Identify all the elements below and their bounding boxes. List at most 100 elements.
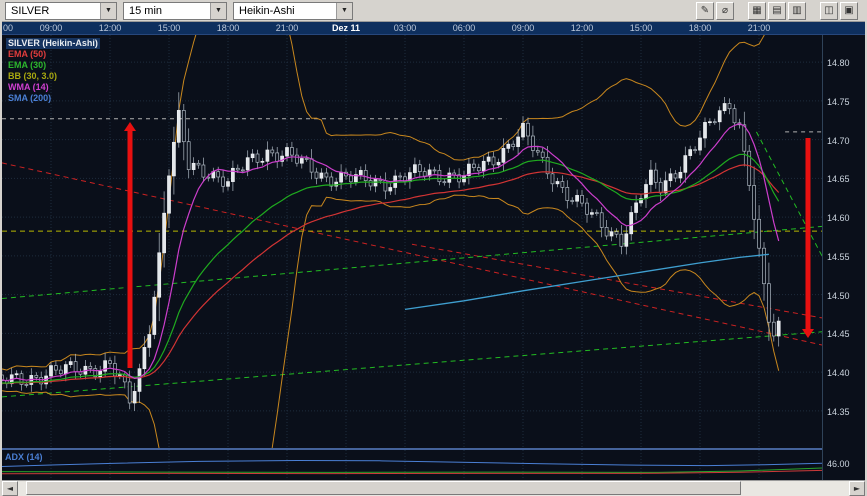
legend-symbol[interactable]: SILVER (Heikin-Ashi): [6, 38, 100, 49]
candle: [590, 212, 594, 215]
chevron-down-icon[interactable]: ▼: [210, 2, 226, 19]
legend-ema30[interactable]: EMA (30): [8, 60, 47, 70]
price-label: 14.50: [827, 290, 850, 301]
trend-line[interactable]: [2, 162, 822, 346]
price-label: 14.75: [827, 96, 850, 107]
scroll-left-icon[interactable]: ◄: [2, 481, 18, 496]
chart-area[interactable]: SILVER (Heikin-Ashi) EMA (50) EMA (30) B…: [2, 35, 865, 480]
candle: [703, 122, 707, 139]
ema50-line: [2, 164, 780, 384]
candle: [481, 160, 486, 172]
chart-legend: SILVER (Heikin-Ashi) EMA (50) EMA (30) B…: [6, 38, 100, 104]
candle: [629, 212, 634, 235]
down-arrow-annotation[interactable]: [802, 138, 814, 338]
candle: [614, 231, 619, 235]
legend-sma200[interactable]: SMA (200): [8, 93, 52, 103]
adx-chart[interactable]: [2, 450, 822, 480]
candle-series[interactable]: [2, 92, 781, 411]
candle: [683, 155, 688, 173]
legend-ema50[interactable]: EMA (50): [8, 49, 47, 59]
candle: [531, 135, 535, 151]
candle: [678, 171, 683, 179]
columns-icon[interactable]: ▥: [788, 1, 806, 20]
pencil-icon[interactable]: ✎: [696, 1, 714, 20]
trend-line[interactable]: [2, 225, 822, 299]
candle: [732, 108, 737, 124]
legend-wma14[interactable]: WMA (14): [8, 82, 49, 92]
price-label: 14.65: [827, 174, 850, 185]
chart-type-select[interactable]: Heikin-Ashi ▼: [233, 1, 353, 20]
rows-icon[interactable]: ▤: [768, 1, 786, 20]
scrollbar-track[interactable]: [18, 481, 849, 496]
price-label: 14.55: [827, 251, 850, 262]
candle: [540, 151, 545, 158]
scrollbar-thumb[interactable]: [26, 481, 741, 495]
candle: [127, 381, 132, 404]
candle: [358, 170, 363, 175]
pane-divider[interactable]: [2, 448, 865, 450]
candle: [555, 181, 560, 185]
candle: [73, 361, 78, 373]
timeframe-select[interactable]: 15 min ▼: [123, 1, 227, 20]
adx-value-label: 46.00: [827, 459, 850, 469]
candle: [673, 173, 678, 179]
candle: [290, 147, 294, 156]
candle: [717, 110, 722, 123]
horizontal-scrollbar[interactable]: ◄ ►: [2, 480, 865, 496]
chevron-down-icon[interactable]: ▼: [100, 2, 116, 19]
candle: [191, 162, 196, 170]
candle: [472, 163, 476, 168]
candle: [653, 169, 658, 183]
sma200-line: [404, 253, 769, 311]
candle: [354, 174, 358, 183]
detach-icon[interactable]: ▣: [840, 1, 858, 20]
candle: [2, 374, 4, 382]
candle: [516, 136, 520, 147]
legend-bb[interactable]: BB (30, 3.0): [8, 71, 58, 81]
candle: [49, 365, 53, 377]
candle: [245, 157, 250, 171]
time-label: 21:00: [747, 23, 771, 33]
candle: [658, 181, 663, 194]
adx-panel-label[interactable]: ADX (14): [5, 452, 43, 462]
bb-lower-line: [2, 194, 780, 450]
candle: [319, 172, 324, 179]
candle: [624, 233, 629, 247]
candle: [585, 202, 589, 215]
candle: [339, 171, 343, 183]
candle: [255, 153, 260, 163]
candle: [280, 155, 284, 162]
candle: [708, 121, 712, 124]
time-axis[interactable]: 00 09:00 12:00 15:00 18:00 21:00 Dez 11 03:00 06…: [2, 22, 865, 35]
price-label: 14.70: [827, 135, 850, 146]
plus-di-line: [2, 469, 822, 475]
candle: [447, 172, 452, 183]
candle: [142, 347, 147, 370]
candle: [275, 152, 280, 162]
trend-line[interactable]: [411, 243, 822, 319]
candle: [580, 195, 584, 204]
minus-di-line: [2, 467, 822, 473]
candle: [722, 103, 727, 112]
time-label: 18:00: [216, 23, 240, 33]
candle: [609, 231, 614, 237]
price-axis[interactable]: 14.80 14.75 14.70 14.65 14.60 14.55 14.50 14.45…: [822, 35, 865, 480]
candle: [285, 147, 289, 157]
candle: [63, 364, 68, 375]
chevron-down-icon[interactable]: ▼: [336, 2, 352, 19]
candle: [747, 150, 752, 186]
no-drawing-icon[interactable]: ⌀: [716, 1, 734, 20]
time-label: 12:00: [570, 23, 594, 33]
candle: [117, 374, 122, 377]
candle: [295, 154, 299, 164]
grid-icon[interactable]: ▦: [748, 1, 766, 20]
candle: [712, 121, 717, 124]
split-panel-icon[interactable]: ◫: [820, 1, 838, 20]
symbol-select[interactable]: SILVER ▼: [5, 1, 117, 20]
scroll-right-icon[interactable]: ►: [849, 481, 865, 496]
up-arrow-annotation[interactable]: [124, 122, 136, 368]
candle: [762, 247, 766, 285]
timeframe-value: 15 min: [129, 4, 163, 17]
main-chart[interactable]: [2, 35, 822, 450]
trend-line[interactable]: [755, 131, 822, 257]
